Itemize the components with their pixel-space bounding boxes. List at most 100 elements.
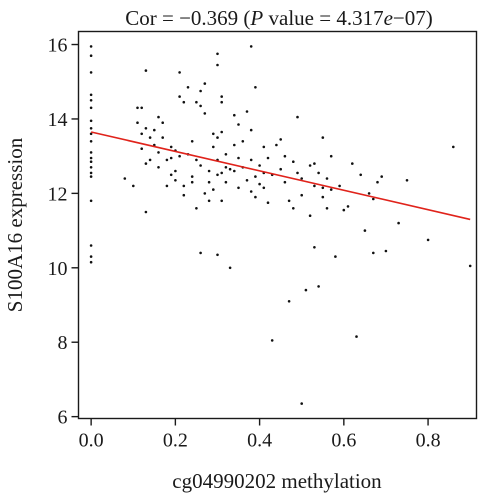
data-point — [405, 179, 409, 182]
data-point — [182, 193, 186, 197]
title-e: e — [384, 6, 393, 30]
data-point — [372, 197, 375, 201]
data-point — [380, 175, 384, 178]
data-point — [89, 156, 93, 160]
data-point — [182, 100, 186, 104]
data-point — [132, 184, 135, 188]
data-point — [346, 205, 350, 208]
data-point — [199, 251, 202, 255]
data-point — [317, 285, 320, 288]
x-axis-label: cg04990202 methylation — [172, 469, 382, 493]
data-point — [169, 145, 173, 149]
data-point — [89, 132, 93, 136]
data-point — [329, 188, 333, 191]
data-point — [363, 229, 367, 232]
data-point — [249, 158, 253, 162]
data-point — [89, 151, 93, 154]
regression-line — [90, 131, 471, 221]
data-point — [468, 264, 472, 268]
data-point — [199, 104, 202, 108]
data-point — [89, 175, 93, 178]
data-point — [203, 112, 207, 115]
data-point — [233, 143, 236, 147]
data-point — [296, 171, 299, 175]
y-axis: 6 8 10 12 14 16 — [48, 35, 79, 429]
data-point — [254, 86, 257, 89]
data-point — [237, 156, 240, 160]
data-point — [233, 169, 236, 173]
data-point — [220, 171, 223, 175]
data-point — [372, 251, 375, 255]
data-point — [207, 180, 211, 184]
y-tick-label: 16 — [48, 35, 68, 57]
data-point — [283, 180, 287, 184]
x-tick-label: 0.6 — [331, 430, 356, 452]
data-point — [254, 175, 257, 178]
data-point — [207, 199, 211, 203]
data-point — [165, 158, 169, 162]
data-point — [182, 184, 186, 188]
data-point — [161, 121, 164, 124]
y-tick-label: 12 — [48, 183, 68, 205]
data-point — [195, 158, 198, 162]
data-point — [89, 244, 93, 247]
data-point — [237, 123, 240, 126]
data-point — [161, 136, 164, 139]
data-point — [224, 166, 228, 169]
data-point — [228, 167, 232, 171]
data-point — [355, 335, 358, 338]
data-point — [199, 164, 202, 167]
points-layer — [89, 45, 472, 405]
data-point — [266, 156, 270, 160]
data-point — [279, 138, 283, 141]
data-point — [148, 136, 152, 139]
data-point — [367, 192, 371, 195]
data-point — [89, 106, 93, 110]
data-point — [203, 192, 207, 195]
data-point — [266, 201, 270, 204]
title-exp: −07) — [393, 6, 433, 30]
data-point — [153, 128, 156, 132]
title-suffix: value = 4.317 — [263, 6, 383, 30]
data-point — [136, 106, 139, 110]
title-prefix: Cor = −0.369 ( — [125, 6, 250, 30]
x-axis: 0.0 0.2 0.4 0.6 0.8 — [79, 418, 441, 452]
data-point — [241, 140, 245, 143]
data-point — [426, 238, 430, 242]
data-point — [220, 199, 223, 203]
data-point — [321, 186, 325, 190]
chart-title: Cor = −0.369 (P value = 4.317e−07) — [125, 6, 433, 30]
data-point — [296, 115, 299, 119]
data-point — [89, 171, 93, 175]
data-point — [144, 127, 148, 130]
data-point — [321, 136, 325, 139]
data-point — [212, 145, 215, 149]
data-point — [140, 132, 143, 136]
data-point — [174, 169, 177, 173]
data-point — [220, 130, 223, 134]
data-point — [157, 166, 160, 169]
data-point — [258, 182, 261, 186]
data-point — [329, 154, 333, 158]
data-point — [283, 154, 287, 158]
data-point — [174, 179, 177, 182]
data-point — [140, 147, 143, 150]
data-point — [89, 99, 93, 102]
data-point — [186, 86, 190, 89]
data-point — [190, 180, 194, 184]
data-point — [287, 300, 291, 303]
data-point — [144, 69, 148, 72]
y-axis-label: S100A16 expression — [3, 137, 27, 312]
data-point — [212, 132, 215, 136]
data-point — [262, 186, 266, 190]
data-point — [308, 164, 312, 167]
title-p: P — [249, 6, 263, 30]
data-point — [313, 246, 316, 249]
data-point — [89, 71, 93, 74]
data-point — [89, 199, 93, 203]
data-point — [308, 214, 312, 217]
data-point — [452, 145, 455, 149]
y-tick-label: 14 — [48, 109, 68, 131]
data-point — [195, 207, 198, 210]
